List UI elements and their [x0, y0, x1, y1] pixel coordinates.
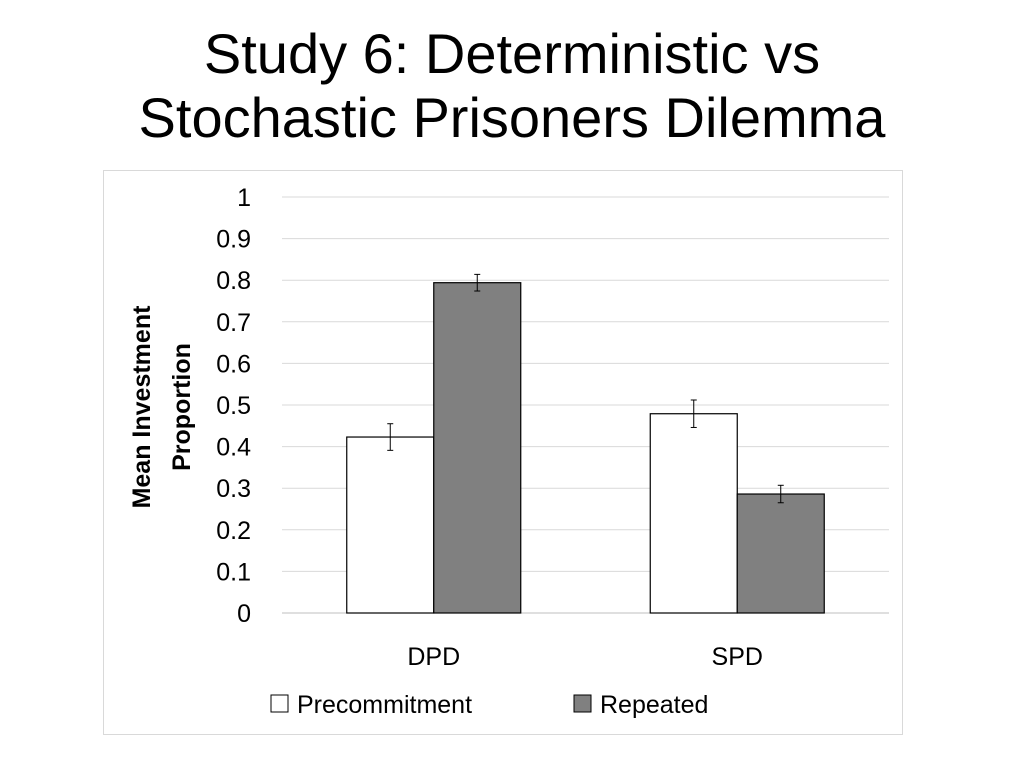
bars	[346, 282, 825, 614]
y-tick-label: 0.7	[216, 309, 251, 337]
error-bar	[474, 273, 481, 292]
y-tick-label: 0.1	[216, 558, 251, 586]
error-bar	[690, 399, 697, 428]
y-tick-labels: 0 0.1 0.2 0.3 0.4 0.5 0.6 0.7 0.8 0.9 1	[216, 184, 251, 628]
legend-entry: Repeated	[573, 691, 708, 719]
x-tick-labels: DPD SPD	[407, 643, 763, 671]
error-bars	[387, 273, 784, 504]
x-tick-label: SPD	[712, 643, 763, 671]
bar	[346, 436, 435, 614]
y-tick-label: 0.5	[216, 392, 251, 420]
chart-frame: 0 0.1 0.2 0.3 0.4 0.5 0.6 0.7 0.8 0.9 1 DPD SPD Mea…	[103, 170, 903, 735]
x-tick-label: DPD	[407, 643, 460, 671]
y-tick-label: 0	[237, 600, 251, 628]
y-tick-label: 0.6	[216, 350, 251, 378]
title-line-2: Stochastic Prisoners Dilemma	[138, 86, 886, 149]
bar-chart: 0 0.1 0.2 0.3 0.4 0.5 0.6 0.7 0.8 0.9 1 DPD SPD Mea…	[128, 184, 889, 719]
legend-swatch	[270, 694, 289, 713]
y-tick-label: 0.3	[216, 475, 251, 503]
bar	[433, 282, 522, 614]
bar	[649, 413, 738, 614]
y-axis-label-line-1: Mean Investment	[128, 305, 156, 509]
y-axis-label-line-2: Proportion	[168, 343, 196, 471]
legend-entry: Precommitment	[270, 691, 472, 719]
error-bar	[777, 484, 784, 504]
legend-label: Repeated	[600, 691, 708, 719]
legend: Precommitment Repeated	[270, 691, 708, 719]
title-line-1: Study 6: Deterministic vs	[203, 22, 821, 85]
slide-title: Study 6: Deterministic vs Stochastic Pri…	[0, 22, 1024, 150]
bar	[736, 493, 825, 614]
error-bar	[387, 423, 394, 451]
legend-label: Precommitment	[297, 691, 472, 719]
y-axis-label: Mean Investment Proportion	[128, 305, 196, 509]
y-tick-label: 0.2	[216, 517, 251, 545]
y-tick-label: 0.8	[216, 267, 251, 295]
legend-swatch	[573, 694, 592, 713]
y-tick-label: 1	[237, 184, 251, 212]
y-tick-label: 0.4	[216, 434, 251, 462]
y-tick-label: 0.9	[216, 226, 251, 254]
